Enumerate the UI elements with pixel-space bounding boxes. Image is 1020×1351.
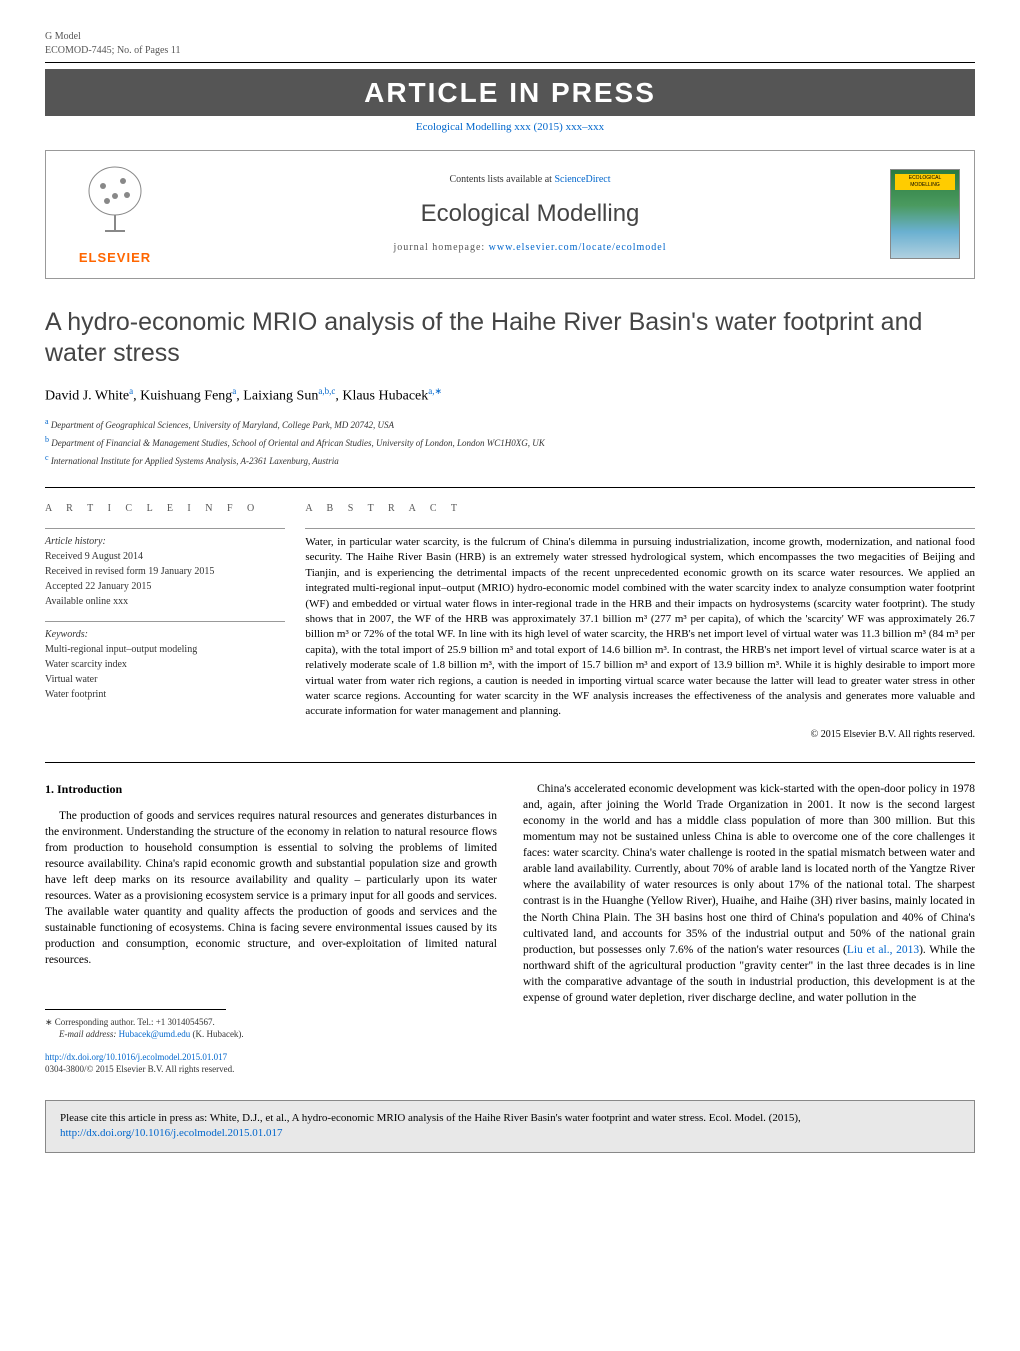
affil-c-sup: c	[45, 453, 49, 462]
model-line1: G Model	[45, 30, 180, 44]
intro-para-2: China's accelerated economic development…	[523, 781, 975, 1006]
journal-masthead: ELSEVIER Contents lists available at Sci…	[45, 150, 975, 279]
info-abstract-row: A R T I C L E I N F O Article history: R…	[45, 487, 975, 742]
journal-reference: Ecological Modelling xxx (2015) xxx–xxx	[45, 120, 975, 135]
citation-liu-2013[interactable]: Liu et al., 2013	[847, 944, 919, 956]
affil-a: Department of Geographical Sciences, Uni…	[51, 420, 394, 430]
received-date: Received 9 August 2014	[45, 550, 285, 564]
article-info-column: A R T I C L E I N F O Article history: R…	[45, 502, 305, 742]
keyword-4: Water footprint	[45, 688, 285, 702]
affil-b: Department of Financial & Management Stu…	[51, 438, 545, 448]
model-id: G Model ECOMOD-7445; No. of Pages 11	[45, 30, 180, 58]
running-header: G Model ECOMOD-7445; No. of Pages 11	[45, 30, 975, 63]
corresponding-author-footnote: ∗ Corresponding author. Tel.: +1 3014054…	[45, 1016, 497, 1041]
affil-c: International Institute for Applied Syst…	[51, 456, 339, 466]
author-1: David J. White	[45, 389, 129, 404]
author-3: , Laixiang Sun	[236, 389, 318, 404]
citation-box: Please cite this article in press as: Wh…	[45, 1100, 975, 1153]
abstract-text: Water, in particular water scarcity, is …	[305, 528, 975, 720]
cite-doi-link[interactable]: http://dx.doi.org/10.1016/j.ecolmodel.20…	[60, 1127, 283, 1139]
journal-cover-thumbnail: ECOLOGICAL MODELLING	[890, 169, 960, 259]
body-right-column: China's accelerated economic development…	[523, 781, 975, 1076]
intro-heading: 1. Introduction	[45, 781, 497, 798]
cite-prefix: Please cite this article in press as: Wh…	[60, 1112, 801, 1124]
elsevier-tree-icon	[75, 161, 155, 241]
elsevier-wordmark: ELSEVIER	[60, 249, 170, 267]
sciencedirect-link[interactable]: ScienceDirect	[554, 174, 610, 185]
journal-name: Ecological Modelling	[170, 197, 890, 231]
corresponding-email-link[interactable]: Hubacek@umd.edu	[119, 1029, 191, 1039]
author-3-affil: a,b,c	[318, 386, 335, 396]
contents-prefix: Contents lists available at	[449, 174, 554, 185]
keyword-2: Water scarcity index	[45, 658, 285, 672]
right-p1-a: China's accelerated economic development…	[523, 783, 975, 956]
online-date: Available online xxx	[45, 595, 285, 609]
abstract-column: A B S T R A C T Water, in particular wat…	[305, 502, 975, 742]
author-2: , Kuishuang Feng	[133, 389, 232, 404]
keywords-label: Keywords:	[45, 628, 285, 642]
section-divider	[45, 762, 975, 763]
journal-homepage-link[interactable]: www.elsevier.com/locate/ecolmodel	[489, 242, 667, 253]
affiliations: a Department of Geographical Sciences, U…	[45, 416, 975, 467]
intro-para-1: The production of goods and services req…	[45, 808, 497, 969]
doi-block: http://dx.doi.org/10.1016/j.ecolmodel.20…	[45, 1051, 497, 1076]
email-label: E-mail address:	[59, 1029, 119, 1039]
accepted-date: Accepted 22 January 2015	[45, 580, 285, 594]
journal-homepage-line: journal homepage: www.elsevier.com/locat…	[170, 241, 890, 255]
affil-b-sup: b	[45, 435, 49, 444]
issn-line: 0304-3800/© 2015 Elsevier B.V. All right…	[45, 1063, 497, 1076]
article-history-block: Article history: Received 9 August 2014 …	[45, 528, 285, 609]
author-list: David J. Whitea, Kuishuang Fenga, Laixia…	[45, 385, 975, 406]
homepage-prefix: journal homepage:	[393, 242, 488, 253]
article-title: A hydro-economic MRIO analysis of the Ha…	[45, 307, 975, 370]
keyword-3: Virtual water	[45, 673, 285, 687]
model-line2: ECOMOD-7445; No. of Pages 11	[45, 44, 180, 58]
author-4-affil: a,∗	[428, 386, 442, 396]
article-info-heading: A R T I C L E I N F O	[45, 502, 285, 516]
abstract-heading: A B S T R A C T	[305, 502, 975, 516]
elsevier-logo: ELSEVIER	[60, 161, 170, 268]
keyword-1: Multi-regional input–output modeling	[45, 643, 285, 657]
history-label: Article history:	[45, 535, 285, 549]
contents-lists-line: Contents lists available at ScienceDirec…	[170, 173, 890, 187]
body-two-column: 1. Introduction The production of goods …	[45, 781, 975, 1076]
abstract-copyright: © 2015 Elsevier B.V. All rights reserved…	[305, 728, 975, 742]
article-in-press-banner: ARTICLE IN PRESS	[45, 69, 975, 116]
journal-ref-link[interactable]: Ecological Modelling xxx (2015) xxx–xxx	[416, 121, 604, 133]
email-suffix: (K. Hubacek).	[190, 1029, 243, 1039]
keywords-block: Keywords: Multi-regional input–output mo…	[45, 621, 285, 702]
footnote-separator	[45, 1009, 226, 1010]
cover-label: ECOLOGICAL MODELLING	[895, 174, 955, 190]
author-4: , Klaus Hubacek	[335, 389, 428, 404]
revised-date: Received in revised form 19 January 2015	[45, 565, 285, 579]
affil-a-sup: a	[45, 417, 49, 426]
corresponding-line: ∗ Corresponding author. Tel.: +1 3014054…	[45, 1016, 497, 1029]
doi-link[interactable]: http://dx.doi.org/10.1016/j.ecolmodel.20…	[45, 1052, 227, 1062]
body-left-column: 1. Introduction The production of goods …	[45, 781, 497, 1076]
journal-center-block: Contents lists available at ScienceDirec…	[170, 173, 890, 255]
